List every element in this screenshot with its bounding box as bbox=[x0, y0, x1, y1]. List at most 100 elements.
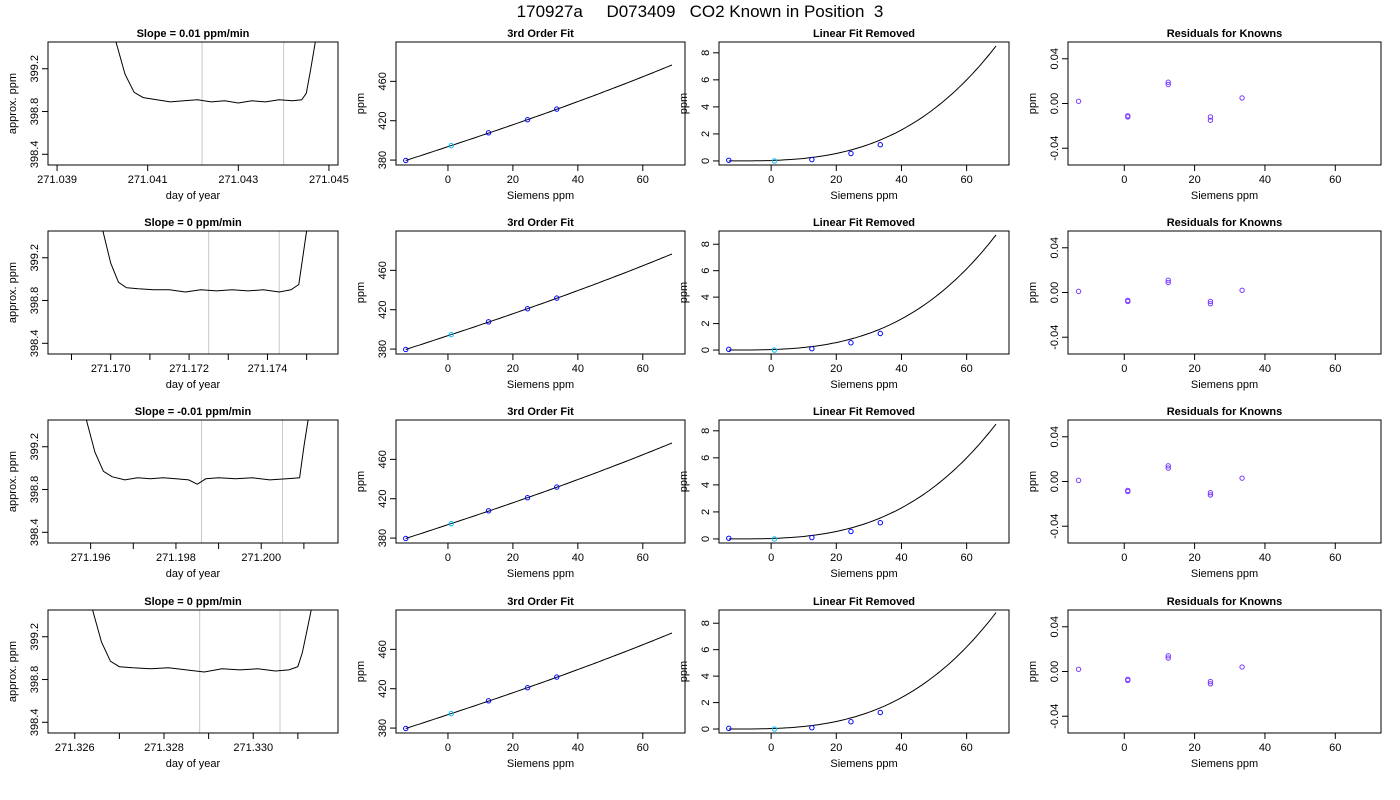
plot-area bbox=[726, 45, 997, 164]
y-tick-label: 6 bbox=[700, 647, 712, 653]
data-point bbox=[448, 520, 454, 527]
panel-title: Slope = 0 ppm/min bbox=[144, 217, 242, 229]
data-point bbox=[848, 340, 854, 346]
panel-r1-c1: Slope = 0.01 ppm/min day of year approx. p… bbox=[7, 28, 349, 202]
x-axis-label: Siemens ppm bbox=[1191, 568, 1258, 580]
y-tick-label: 420 bbox=[377, 490, 389, 508]
data-point bbox=[485, 698, 492, 704]
plot-frame bbox=[1067, 419, 1382, 544]
x-tick-label: 20 bbox=[830, 174, 842, 186]
plot-frame bbox=[1067, 230, 1382, 355]
panel-r2-c4: Residuals for Knowns Siemens ppm ppm 0 20 40 6… bbox=[1027, 217, 1382, 391]
series-line bbox=[115, 42, 316, 104]
y-tick-label: 6 bbox=[700, 455, 712, 461]
y-tick-label: 8 bbox=[700, 620, 712, 626]
y-tick-label: 398.4 bbox=[29, 141, 41, 169]
figure-title: 170927a D073409 CO2 Known in Position 3 bbox=[516, 2, 884, 21]
data-point bbox=[771, 347, 778, 353]
y-axis-label: ppm bbox=[355, 93, 367, 114]
plot-frame bbox=[395, 419, 686, 544]
plot-area bbox=[726, 423, 997, 542]
fit-curve bbox=[728, 234, 997, 351]
plot-area bbox=[1075, 653, 1245, 687]
y-tick-label: 420 bbox=[377, 112, 389, 130]
x-tick-label: 40 bbox=[572, 742, 584, 754]
x-tick-label: 271.172 bbox=[169, 363, 209, 375]
y-tick-label: 0.04 bbox=[1049, 616, 1061, 637]
plot-area bbox=[403, 632, 673, 732]
x-tick-label: 0 bbox=[768, 742, 774, 754]
x-tick-label: 40 bbox=[895, 174, 907, 186]
data-point bbox=[1165, 279, 1171, 286]
fit-curve bbox=[728, 612, 997, 730]
panel-title: Linear Fit Removed bbox=[813, 406, 915, 418]
x-tick-label: 271.330 bbox=[233, 742, 273, 754]
x-tick-label: 40 bbox=[572, 552, 584, 564]
data-point bbox=[485, 130, 492, 136]
data-point bbox=[1239, 95, 1245, 101]
y-tick-label: 0.00 bbox=[1049, 471, 1061, 492]
data-point bbox=[1239, 664, 1245, 670]
plot-frame bbox=[718, 41, 1010, 166]
y-tick-label: 398.8 bbox=[29, 98, 41, 126]
data-point bbox=[771, 726, 778, 732]
data-point bbox=[554, 484, 560, 490]
x-tick-label: 20 bbox=[830, 363, 842, 375]
x-axis-label: Siemens ppm bbox=[830, 758, 897, 770]
data-point bbox=[554, 674, 560, 680]
x-axis-label: Siemens ppm bbox=[830, 379, 897, 391]
y-tick-label: 0 bbox=[700, 726, 712, 732]
plot-area bbox=[1075, 277, 1245, 307]
y-tick-label: 399.2 bbox=[29, 55, 41, 83]
plot-frame bbox=[1067, 41, 1382, 166]
y-tick-label: 380 bbox=[377, 151, 389, 169]
data-point bbox=[403, 346, 409, 353]
data-point bbox=[1239, 287, 1245, 293]
series-line bbox=[85, 420, 309, 485]
data-point bbox=[485, 508, 492, 514]
y-axis-label: ppm bbox=[355, 661, 367, 682]
y-axis-label: ppm bbox=[678, 471, 690, 492]
x-axis-label: Siemens ppm bbox=[507, 379, 574, 391]
data-point bbox=[1075, 98, 1082, 104]
x-tick-label: 60 bbox=[637, 363, 649, 375]
series-line bbox=[102, 231, 308, 293]
panel-title: Residuals for Knowns bbox=[1167, 28, 1283, 40]
panel-r4-c1: Slope = 0 ppm/min day of year approx. ppm 2… bbox=[7, 596, 339, 770]
data-point bbox=[877, 520, 883, 526]
y-tick-label: 398.4 bbox=[29, 330, 41, 358]
fit-curve bbox=[728, 45, 997, 162]
x-tick-label: 0 bbox=[445, 174, 451, 186]
plot-frame bbox=[395, 230, 686, 355]
panel-title: 3rd Order Fit bbox=[507, 28, 574, 40]
plot-area bbox=[85, 420, 309, 543]
plot-area bbox=[1075, 463, 1245, 498]
fit-curve bbox=[405, 632, 673, 729]
x-axis-label: day of year bbox=[166, 568, 221, 580]
y-tick-label: 0.00 bbox=[1049, 93, 1061, 114]
panel-r4-c2: 3rd Order Fit Siemens ppm ppm 0 20 40 60 380 420… bbox=[355, 596, 686, 770]
x-axis-label: Siemens ppm bbox=[1191, 190, 1258, 202]
data-point bbox=[809, 346, 815, 352]
panel-title: 3rd Order Fit bbox=[507, 406, 574, 418]
y-tick-label: 6 bbox=[700, 268, 712, 274]
data-point bbox=[1207, 298, 1214, 305]
y-tick-label: 8 bbox=[700, 50, 712, 56]
x-axis-label: Siemens ppm bbox=[830, 190, 897, 202]
x-tick-label: 20 bbox=[1188, 174, 1200, 186]
y-tick-label: 0.00 bbox=[1049, 282, 1061, 303]
x-tick-label: 60 bbox=[1329, 742, 1341, 754]
panel-title: Linear Fit Removed bbox=[813, 596, 915, 608]
y-tick-label: 8 bbox=[700, 241, 712, 247]
x-tick-label: 271.043 bbox=[218, 174, 258, 186]
data-point bbox=[403, 725, 409, 732]
panel-r1-c3: Linear Fit Removed Siemens ppm ppm 0 20 40 60 0… bbox=[678, 28, 1010, 202]
x-tick-label: 0 bbox=[1121, 552, 1127, 564]
plot-frame bbox=[1067, 609, 1382, 734]
x-tick-label: 271.196 bbox=[71, 552, 111, 564]
x-tick-label: 0 bbox=[1121, 363, 1127, 375]
x-tick-label: 40 bbox=[1259, 742, 1271, 754]
x-tick-label: 271.200 bbox=[241, 552, 281, 564]
plot-frame bbox=[718, 609, 1010, 734]
x-axis-label: Siemens ppm bbox=[507, 758, 574, 770]
